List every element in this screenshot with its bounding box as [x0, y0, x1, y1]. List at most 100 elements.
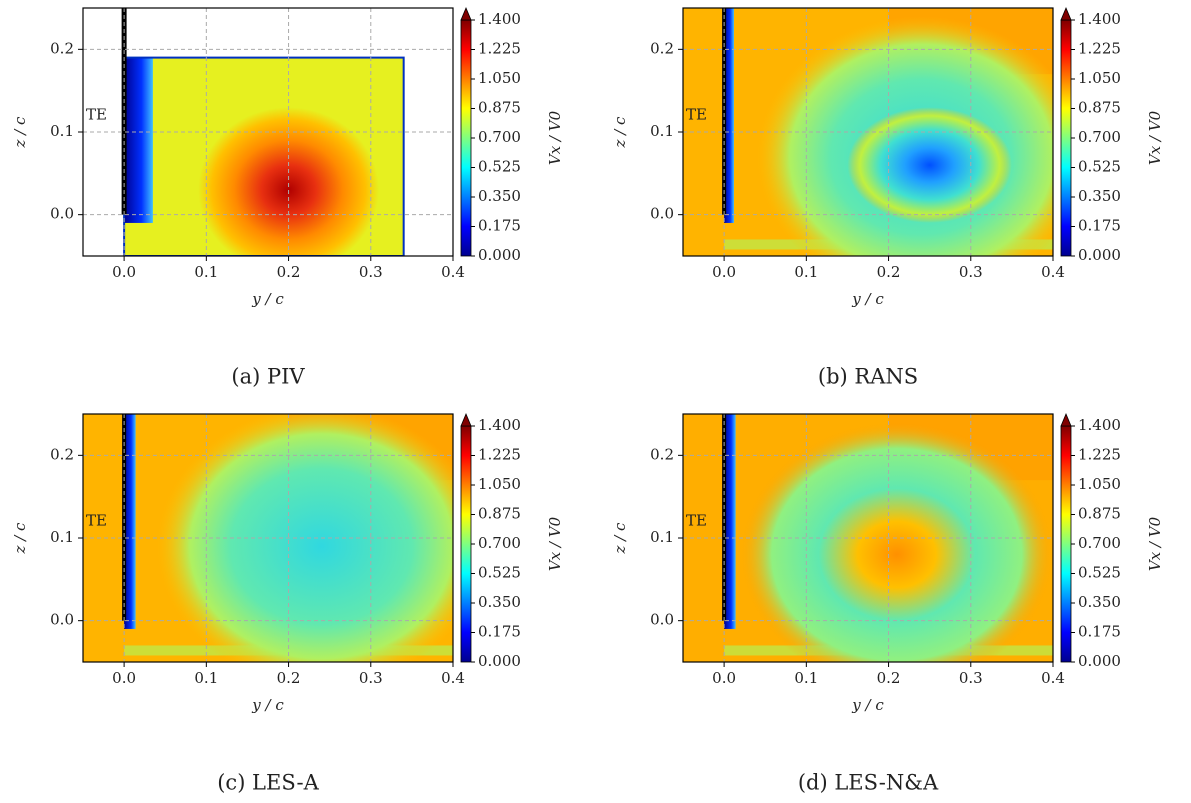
- x-tick-label: 0.2: [877, 669, 901, 687]
- y-tick-label: 0.2: [650, 445, 674, 463]
- x-tick-label: 0.3: [359, 669, 383, 687]
- colorbar-tick-label: 1.050: [1078, 69, 1121, 87]
- x-axis-label: y / c: [251, 290, 284, 308]
- y-tick-label: 0.1: [650, 528, 674, 546]
- colorbar-tick-label: 0.000: [1078, 246, 1121, 264]
- y-tick-label: 0.0: [650, 611, 674, 629]
- colorbar-tick-label: 0.000: [478, 246, 521, 264]
- x-tick-label: 0.0: [712, 669, 736, 687]
- wake: [724, 8, 734, 223]
- y-tick-label: 0.1: [50, 122, 74, 140]
- colorbar-tick-label: 0.175: [1078, 623, 1121, 641]
- y-tick-label: 0.2: [50, 39, 74, 57]
- y-tick-label: 0.0: [50, 205, 74, 223]
- colorbar-label: Vx / V0: [546, 516, 564, 571]
- x-axis-label: y / c: [251, 696, 284, 714]
- colorbar-tick-label: 1.400: [1078, 10, 1121, 28]
- x-tick-label: 0.4: [441, 263, 465, 281]
- x-tick-label: 0.1: [194, 263, 218, 281]
- contour-field: [83, 414, 453, 662]
- x-tick-label: 0.4: [441, 669, 465, 687]
- colorbar-tick-label: 0.350: [1078, 187, 1121, 205]
- panel: 0.0 0.1 0.2 0.3 0.4 0.0 0.1 0.2 TE y / c z / c (d) …: [611, 412, 1164, 795]
- vortex: [740, 422, 1053, 662]
- y-tick-label: 0.0: [50, 611, 74, 629]
- caption: (c) LES-A: [217, 771, 319, 795]
- x-tick-label: 0.3: [959, 669, 983, 687]
- annotation: TE: [686, 511, 707, 529]
- colorbar-tick-label: 1.400: [1078, 416, 1121, 434]
- x-tick-label: 0.2: [277, 263, 301, 281]
- x-tick-label: 0.0: [712, 263, 736, 281]
- vortex: [198, 107, 379, 256]
- axes-frame: [682, 413, 1054, 663]
- colorbar-label: Vx / V0: [1146, 516, 1164, 571]
- colorbar-tick-label: 1.400: [478, 10, 521, 28]
- y-tick-label: 0.1: [650, 122, 674, 140]
- contour-field: [683, 8, 1053, 256]
- colorbar: [460, 19, 472, 257]
- colorbar: [1060, 425, 1072, 663]
- colorbar-tick-label: 1.050: [1078, 475, 1121, 493]
- colorbar-tick-label: 0.875: [1078, 505, 1121, 523]
- x-tick-label: 0.1: [194, 669, 218, 687]
- colorbar-tick-label: 1.400: [478, 416, 521, 434]
- colorbar-extend: [460, 6, 472, 21]
- colorbar-tick-label: 0.525: [1078, 564, 1121, 582]
- colorbar-tick-label: 1.225: [1078, 40, 1121, 58]
- colorbar: [1060, 19, 1072, 257]
- colorbar-tick-label: 0.700: [478, 534, 521, 552]
- panel: 0.0 0.1 0.2 0.3 0.4 0.0 0.1 0.2 TE y / c z / c (b) …: [611, 6, 1164, 389]
- colorbar-tick-label: 0.350: [478, 593, 521, 611]
- x-axis-label: y / c: [851, 696, 884, 714]
- colorbar: [460, 425, 472, 663]
- annotation: TE: [686, 105, 707, 123]
- y-tick-label: 0.1: [50, 528, 74, 546]
- colorbar-tick-label: 1.225: [478, 40, 521, 58]
- colorbar-label: Vx / V0: [546, 110, 564, 165]
- colorbar-tick-label: 0.000: [478, 652, 521, 670]
- colorbar-tick-label: 0.525: [478, 564, 521, 582]
- colorbar-tick-label: 1.050: [478, 69, 521, 87]
- colorbar-tick-label: 0.350: [1078, 593, 1121, 611]
- axes-frame: [82, 7, 454, 257]
- colorbar-tick-label: 1.050: [478, 475, 521, 493]
- y-tick-label: 0.2: [650, 39, 674, 57]
- colorbar-tick-label: 1.225: [478, 446, 521, 464]
- colorbar-tick-label: 0.700: [1078, 534, 1121, 552]
- x-tick-label: 0.2: [877, 263, 901, 281]
- x-axis-label: y / c: [851, 290, 884, 308]
- colorbar-tick-label: 0.875: [478, 99, 521, 117]
- x-tick-label: 0.4: [1041, 669, 1065, 687]
- contour-field: [83, 8, 453, 256]
- x-tick-label: 0.1: [794, 669, 818, 687]
- x-tick-label: 0.3: [359, 263, 383, 281]
- x-tick-label: 0.2: [277, 669, 301, 687]
- colorbar-label: Vx / V0: [1146, 110, 1164, 165]
- y-axis-label: z / c: [611, 116, 629, 148]
- colorbar-tick-label: 0.875: [1078, 99, 1121, 117]
- panel: 0.0 0.1 0.2 0.3 0.4 0.0 0.1 0.2 TE y / c z / c (a) …: [11, 6, 564, 389]
- caption: (a) PIV: [231, 365, 305, 389]
- y-axis-label: z / c: [11, 522, 29, 554]
- colorbar-tick-label: 0.525: [478, 158, 521, 176]
- axes-frame: [682, 7, 1054, 257]
- colorbar-tick-label: 0.350: [478, 187, 521, 205]
- wake: [124, 57, 153, 223]
- x-tick-label: 0.0: [112, 669, 136, 687]
- wake: [124, 414, 136, 629]
- panel: 0.0 0.1 0.2 0.3 0.4 0.0 0.1 0.2 TE y / c z / c (c) …: [11, 412, 564, 795]
- vortex: [157, 414, 453, 662]
- colorbar-tick-label: 0.000: [1078, 652, 1121, 670]
- vortex: [847, 107, 1012, 223]
- y-axis-label: z / c: [611, 522, 629, 554]
- colorbar-extend: [460, 412, 472, 427]
- colorbar-tick-label: 0.525: [1078, 158, 1121, 176]
- colorbar-tick-label: 0.700: [1078, 128, 1121, 146]
- colorbar-extend: [1060, 6, 1072, 21]
- colorbar-tick-label: 0.875: [478, 505, 521, 523]
- colorbar-extend: [1060, 412, 1072, 427]
- x-tick-label: 0.0: [112, 263, 136, 281]
- caption: (d) LES-N&A: [798, 771, 939, 795]
